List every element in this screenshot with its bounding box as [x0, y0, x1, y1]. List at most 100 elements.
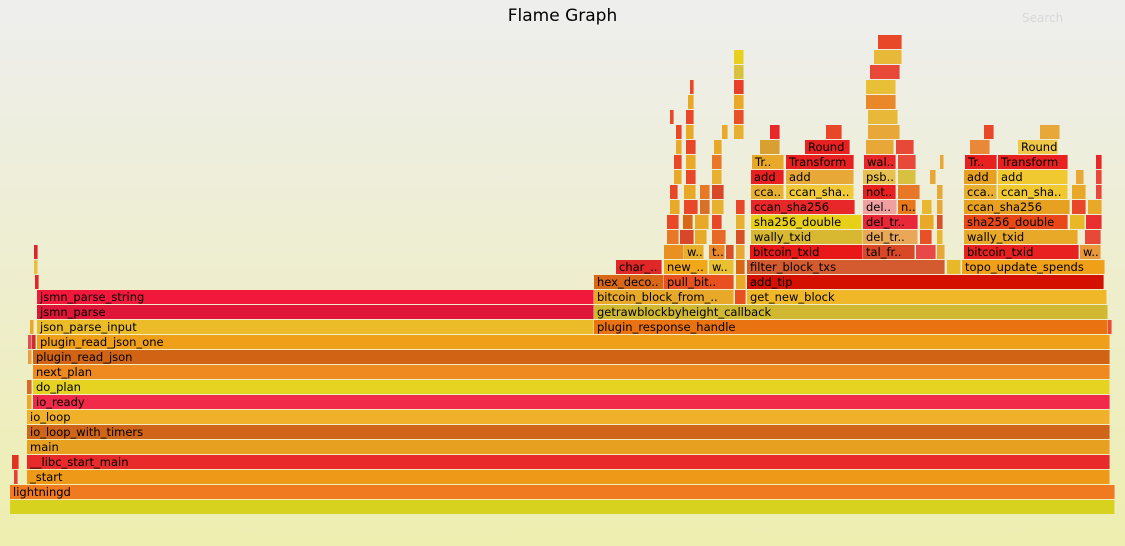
flame-frame[interactable] [736, 230, 745, 244]
flame-frame[interactable] [736, 215, 745, 229]
flame-frame[interactable] [695, 230, 707, 244]
flame-frame[interactable]: add [786, 170, 854, 184]
flame-frame[interactable] [735, 290, 746, 304]
flame-frame[interactable] [1086, 215, 1102, 229]
flame-frame[interactable] [680, 230, 694, 244]
flame-frame[interactable]: add [998, 170, 1068, 184]
flame-frame[interactable] [920, 230, 932, 244]
flame-frame[interactable] [670, 200, 680, 214]
flame-frame[interactable] [27, 395, 32, 409]
flame-frame[interactable]: cca.. [751, 185, 784, 199]
flame-frame[interactable] [684, 185, 696, 199]
flame-frame[interactable] [734, 65, 744, 79]
flame-frame[interactable] [898, 170, 916, 184]
flame-frame[interactable] [866, 140, 894, 154]
flame-frame[interactable] [32, 335, 36, 349]
flame-frame[interactable] [734, 95, 744, 109]
flame-frame[interactable]: sha256_double [964, 215, 1068, 229]
flame-frame[interactable]: w.. [684, 245, 704, 259]
flame-frame[interactable]: ccan_sha256 [751, 200, 855, 214]
flame-frame[interactable] [734, 110, 744, 124]
flame-frame[interactable]: do_plan [33, 380, 1110, 394]
flame-frame[interactable] [736, 260, 745, 274]
flame-frame[interactable] [690, 80, 694, 94]
flame-frame[interactable] [947, 260, 961, 274]
flame-frame[interactable] [667, 230, 679, 244]
flame-frame[interactable]: w.. [709, 260, 734, 274]
flame-frame[interactable]: Transform [786, 155, 854, 169]
flame-frame[interactable]: char_.. [616, 260, 662, 274]
flame-frame[interactable]: add [751, 170, 784, 184]
flame-frame[interactable]: wally_txid [751, 230, 863, 244]
flame-frame[interactable]: ccan_sha.. [998, 185, 1068, 199]
flame-frame[interactable]: topo_update_spends [962, 260, 1105, 274]
flame-frame[interactable]: add_tip [747, 275, 1104, 289]
flame-frame[interactable]: del.. [863, 200, 897, 214]
flame-frame[interactable]: __libc_start_main [27, 455, 1110, 469]
flame-frame[interactable] [920, 215, 934, 229]
flame-frame[interactable] [1096, 185, 1102, 199]
search-button[interactable]: Search [1022, 11, 1064, 25]
flame-frame[interactable] [760, 140, 780, 154]
flame-frame[interactable] [922, 200, 932, 214]
flame-frame[interactable] [670, 185, 678, 199]
flame-frame[interactable] [870, 65, 900, 79]
flame-frame[interactable]: ccan_sha.. [786, 185, 854, 199]
flame-frame[interactable]: sha256_double [751, 215, 862, 229]
flame-frame[interactable]: new_.. [664, 260, 708, 274]
flame-frame[interactable] [868, 125, 900, 139]
flame-frame[interactable] [937, 185, 943, 199]
flame-frame[interactable]: io_loop_with_timers [27, 425, 1110, 439]
flame-frame[interactable] [898, 185, 920, 199]
flame-frame[interactable]: Round [805, 140, 850, 154]
flame-frame[interactable] [970, 140, 990, 154]
flame-frame[interactable]: del_tr.. [863, 215, 918, 229]
flame-frame[interactable]: jsmn_parse [37, 305, 594, 319]
flame-frame[interactable]: plugin_response_handle [594, 320, 1108, 334]
flame-frame[interactable] [866, 80, 896, 94]
flame-frame[interactable] [726, 245, 734, 259]
flame-frame[interactable] [712, 170, 722, 184]
flame-frame[interactable] [670, 110, 674, 124]
flame-frame[interactable]: pull_bit.. [664, 275, 734, 289]
flame-frame[interactable] [700, 200, 710, 214]
flame-frame[interactable] [686, 125, 694, 139]
flame-frame[interactable]: main [27, 440, 1110, 454]
flame-frame[interactable]: del_tr.. [863, 230, 918, 244]
flame-frame[interactable] [937, 230, 943, 244]
flame-frame[interactable] [734, 50, 744, 64]
flame-frame[interactable] [1072, 185, 1086, 199]
flame-frame[interactable]: lightningd [10, 485, 1115, 499]
flame-frame[interactable] [736, 275, 746, 289]
flame-frame[interactable]: psb.. [863, 170, 896, 184]
flame-frame[interactable] [712, 200, 724, 214]
flame-frame[interactable]: plugin_read_json_one [37, 335, 1110, 349]
flame-frame[interactable] [10, 500, 1115, 514]
flame-frame[interactable] [1108, 320, 1112, 334]
flame-frame[interactable] [734, 125, 744, 139]
flame-frame[interactable] [686, 140, 696, 154]
flame-frame[interactable]: t.. [709, 245, 725, 259]
flame-frame[interactable]: hex_deco.. [594, 275, 664, 289]
flame-frame[interactable] [14, 470, 18, 484]
flame-frame[interactable] [1072, 200, 1086, 214]
flame-frame[interactable] [896, 140, 914, 154]
flame-frame[interactable] [1096, 170, 1102, 184]
flame-frame[interactable] [712, 215, 722, 229]
flame-frame[interactable]: getrawblockbyheight_callback [594, 305, 1108, 319]
flame-frame[interactable] [674, 155, 682, 169]
flame-frame[interactable] [1070, 215, 1085, 229]
flame-frame[interactable] [826, 125, 842, 139]
flame-frame[interactable]: plugin_read_json [33, 350, 1110, 364]
flame-frame[interactable]: add [964, 170, 997, 184]
flame-frame[interactable] [676, 125, 682, 139]
flame-frame[interactable]: _start [27, 470, 1110, 484]
flame-frame[interactable] [674, 170, 682, 184]
flame-frame[interactable] [712, 185, 724, 199]
flame-frame[interactable]: wally_txid [964, 230, 1078, 244]
flame-frame[interactable] [34, 245, 38, 259]
flame-frame[interactable] [684, 200, 698, 214]
flame-frame[interactable] [868, 110, 898, 124]
flame-frame[interactable]: io_ready [33, 395, 1110, 409]
flame-frame[interactable] [714, 140, 722, 154]
